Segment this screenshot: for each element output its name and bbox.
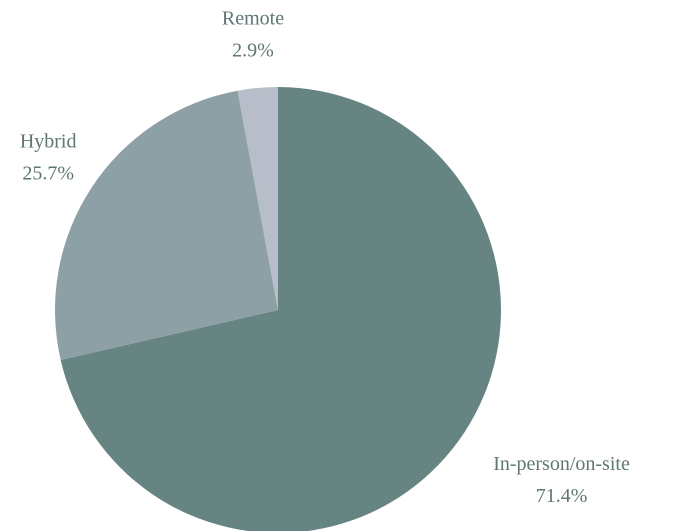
category-label: Remote [222, 8, 284, 30]
pie-slice [60, 87, 501, 531]
value-label: 25.7% [22, 163, 74, 185]
pie-slice [237, 87, 278, 310]
category-label: In-person/on-site [493, 453, 630, 475]
value-label: 2.9% [232, 40, 274, 62]
slice-label: In-person/on-site 71.4% [493, 453, 630, 507]
value-label: 71.4% [536, 485, 588, 507]
pie-slice [55, 90, 279, 361]
slice-label: Remote 2.9% [222, 8, 284, 62]
category-label: Hybrid [20, 131, 77, 153]
slice-label: Hybrid 25.7% [20, 131, 77, 185]
